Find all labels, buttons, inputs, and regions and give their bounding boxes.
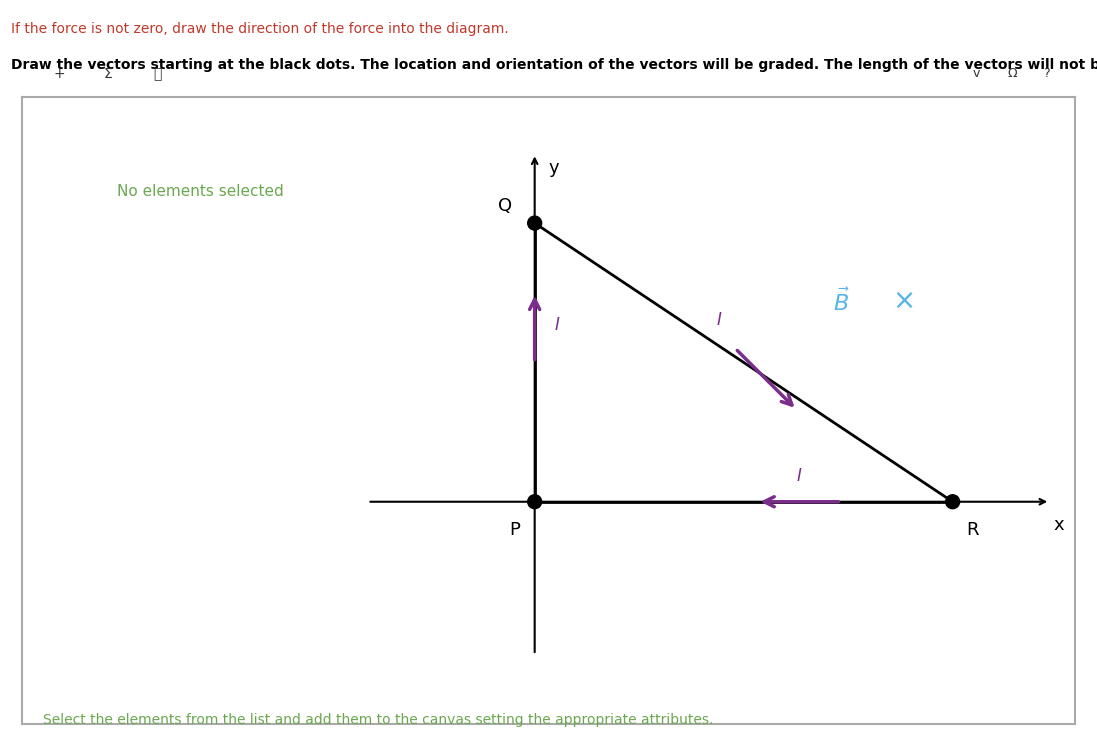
- Text: Ω: Ω: [1008, 67, 1017, 81]
- Text: $\times$: $\times$: [892, 287, 913, 315]
- Text: 🗑: 🗑: [154, 67, 161, 81]
- Text: x: x: [1053, 515, 1064, 533]
- Circle shape: [528, 216, 542, 230]
- Circle shape: [68, 72, 147, 75]
- Text: $\vec{B}$: $\vec{B}$: [833, 287, 849, 315]
- Circle shape: [946, 495, 960, 509]
- Circle shape: [1018, 73, 1076, 75]
- Text: Q: Q: [498, 197, 512, 215]
- Circle shape: [117, 72, 196, 75]
- Text: Draw the vectors starting at the black dots. The location and orientation of the: Draw the vectors starting at the black d…: [11, 58, 1097, 72]
- Text: P: P: [510, 521, 521, 539]
- Text: y: y: [548, 159, 559, 177]
- Text: +: +: [53, 67, 65, 81]
- Text: I: I: [796, 467, 802, 485]
- Circle shape: [528, 495, 542, 509]
- Text: No elements selected: No elements selected: [116, 184, 284, 199]
- Text: If the force is not zero, draw the direction of the force into the diagram.: If the force is not zero, draw the direc…: [11, 22, 509, 37]
- Circle shape: [984, 73, 1041, 75]
- Text: I: I: [554, 316, 559, 333]
- Text: Select the elements from the list and add them to the canvas setting the appropr: Select the elements from the list and ad…: [43, 713, 713, 727]
- Circle shape: [20, 72, 99, 75]
- Circle shape: [947, 73, 1005, 75]
- Text: R: R: [966, 521, 979, 539]
- Text: I: I: [716, 311, 722, 329]
- Text: Σ: Σ: [103, 67, 112, 81]
- Text: ?: ?: [1043, 67, 1050, 81]
- Text: v: v: [973, 67, 980, 81]
